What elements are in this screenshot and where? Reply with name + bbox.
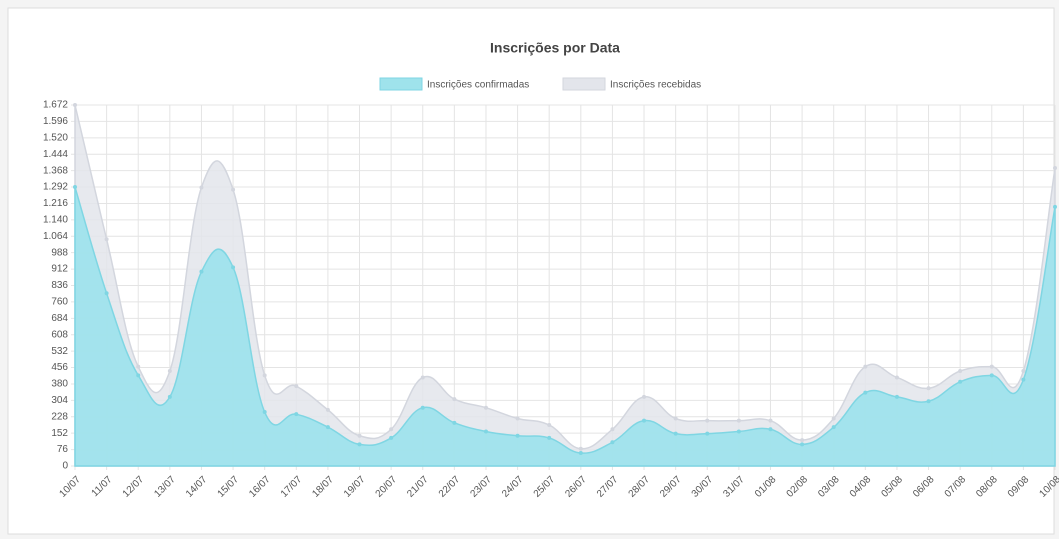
- point: [768, 427, 773, 432]
- point: [325, 407, 330, 412]
- y-tick-label: 1.064: [43, 231, 68, 242]
- point: [452, 397, 457, 402]
- point: [610, 440, 615, 445]
- legend-label: Inscrições recebidas: [610, 80, 701, 91]
- point: [483, 429, 488, 434]
- point: [800, 442, 805, 447]
- y-tick-label: 1.292: [43, 182, 68, 193]
- point: [515, 433, 520, 438]
- legend-swatch: [562, 77, 606, 91]
- point: [926, 386, 931, 391]
- point: [104, 237, 109, 242]
- point: [894, 394, 899, 399]
- y-tick-label: 1.216: [43, 198, 68, 209]
- point: [294, 384, 299, 389]
- point: [1021, 369, 1026, 373]
- y-tick-label: 0: [62, 461, 68, 472]
- point: [294, 412, 299, 417]
- point: [547, 422, 552, 427]
- legend-label: Inscrições confirmadas: [427, 80, 529, 91]
- point: [958, 369, 963, 373]
- y-tick-label: 988: [51, 247, 68, 258]
- point: [199, 269, 204, 274]
- legend-swatch: [379, 77, 423, 91]
- point: [325, 425, 330, 430]
- point: [167, 369, 172, 373]
- point: [389, 427, 394, 432]
- y-tick-label: 1.444: [43, 149, 68, 160]
- y-tick-label: 1.520: [43, 132, 68, 143]
- point: [673, 416, 678, 421]
- point: [389, 435, 394, 440]
- point: [863, 364, 868, 369]
- point: [989, 364, 994, 369]
- point: [231, 187, 236, 192]
- point: [231, 265, 236, 270]
- point: [199, 185, 204, 190]
- y-tick-label: 836: [51, 280, 68, 291]
- point: [673, 431, 678, 436]
- y-tick-label: 532: [51, 346, 68, 357]
- point: [642, 418, 647, 423]
- y-tick-label: 1.596: [43, 116, 68, 127]
- y-tick-label: 608: [51, 329, 68, 340]
- point: [547, 435, 552, 440]
- point: [262, 410, 267, 415]
- point: [610, 427, 615, 432]
- y-tick-label: 1.368: [43, 165, 68, 176]
- area-0: [74, 186, 1056, 467]
- y-tick-label: 228: [51, 411, 68, 422]
- y-tick-label: 760: [51, 297, 68, 308]
- point: [736, 418, 741, 423]
- point: [73, 185, 77, 190]
- y-tick-label: 380: [51, 379, 68, 390]
- y-tick-label: 76: [57, 444, 69, 455]
- point: [262, 373, 267, 378]
- point: [357, 433, 362, 438]
- point: [894, 375, 899, 380]
- point: [578, 446, 583, 451]
- point: [136, 373, 141, 378]
- point: [863, 390, 868, 395]
- point: [926, 399, 931, 404]
- point: [1053, 166, 1057, 171]
- y-tick-label: 684: [51, 313, 68, 324]
- y-tick-label: 1.672: [43, 100, 68, 111]
- point: [642, 394, 647, 399]
- point: [831, 425, 836, 430]
- point: [705, 431, 710, 436]
- point: [958, 379, 963, 384]
- point: [1021, 377, 1026, 382]
- y-tick-label: 456: [51, 362, 68, 373]
- point: [357, 442, 362, 447]
- point: [831, 416, 836, 421]
- point: [705, 418, 710, 423]
- point: [136, 364, 141, 369]
- point: [452, 420, 457, 425]
- point: [515, 416, 520, 421]
- y-tick-label: 1.140: [43, 215, 68, 226]
- point: [1053, 204, 1057, 209]
- y-tick-label: 152: [51, 428, 68, 439]
- point: [989, 373, 994, 378]
- y-tick-label: 304: [51, 395, 68, 406]
- point: [420, 375, 425, 380]
- point: [768, 418, 773, 423]
- point: [578, 451, 583, 456]
- point: [420, 405, 425, 410]
- point: [483, 405, 488, 410]
- point: [736, 429, 741, 434]
- point: [104, 291, 109, 296]
- point: [800, 438, 805, 443]
- chart-title: Inscrições por Data: [490, 40, 620, 56]
- point: [167, 394, 172, 399]
- point: [73, 103, 77, 107]
- y-tick-label: 912: [51, 264, 68, 275]
